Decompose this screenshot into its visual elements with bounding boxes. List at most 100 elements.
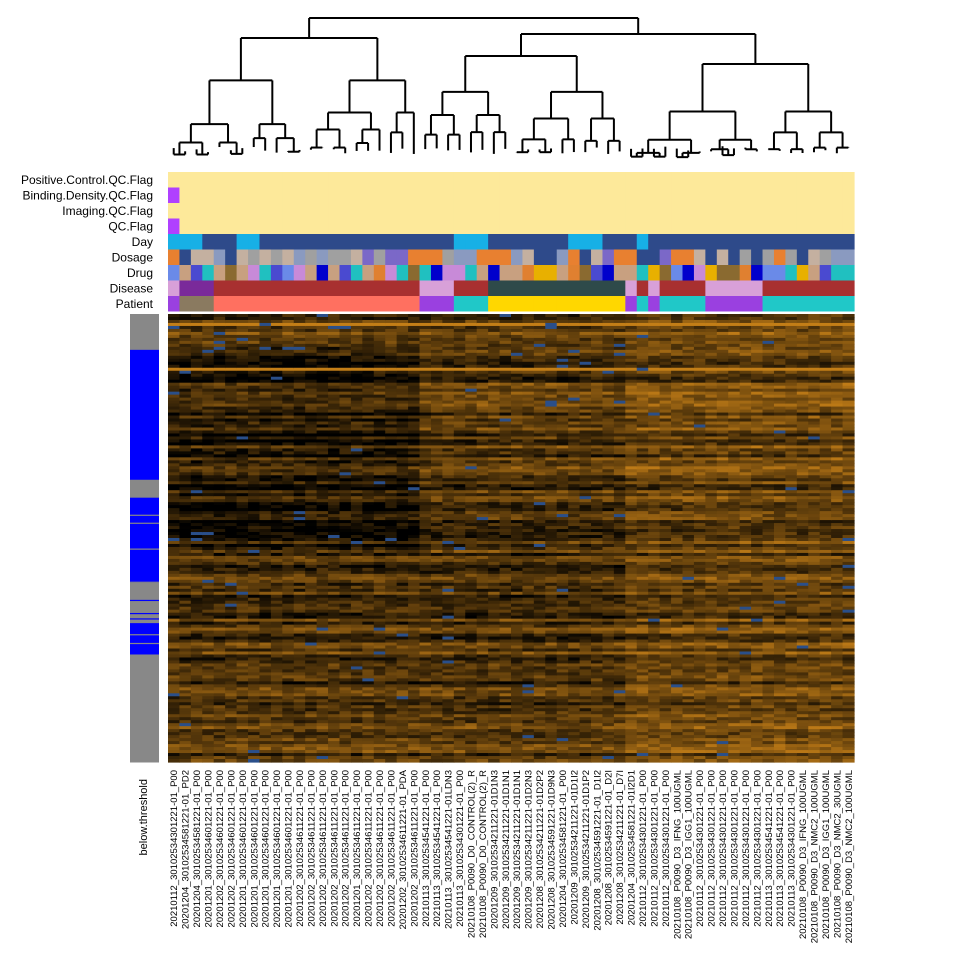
heatmap-cell (190, 747, 203, 751)
heatmap-cell (168, 651, 181, 656)
heatmap-cell (419, 328, 432, 333)
heatmap-cell (385, 400, 398, 405)
annotation-cell (762, 172, 775, 188)
heatmap-cell (213, 373, 226, 378)
heatmap-cell (408, 478, 421, 482)
heatmap-cell (385, 753, 398, 757)
annotation-cell (808, 172, 821, 188)
heatmap-cell (476, 546, 489, 551)
heatmap-cell (442, 684, 455, 688)
heatmap-cell (236, 558, 249, 563)
heatmap-cell (282, 529, 295, 533)
heatmap-cell (430, 603, 443, 608)
heatmap-cell (442, 543, 455, 548)
heatmap-cell (442, 403, 455, 408)
heatmap-cell (236, 382, 249, 387)
annotation-cell (282, 172, 295, 188)
heatmap-cell (373, 621, 386, 626)
heatmap-cell (168, 741, 181, 745)
heatmap-cell (385, 684, 398, 688)
heatmap-cell (373, 346, 386, 351)
heatmap-cell (339, 750, 352, 754)
heatmap-cell (236, 400, 249, 405)
heatmap-cell (453, 618, 466, 623)
heatmap-cell (373, 352, 386, 357)
heatmap-cell (213, 433, 226, 438)
heatmap-cell (328, 702, 341, 706)
annotation-cell (613, 280, 626, 296)
heatmap-cell (248, 526, 261, 530)
annotation-cell (350, 280, 363, 296)
heatmap-cell (270, 690, 283, 694)
heatmap-cell (202, 346, 215, 351)
heatmap-cell (350, 463, 363, 467)
heatmap-cell (476, 603, 489, 608)
heatmap-cell (408, 549, 421, 554)
heatmap-cell (168, 621, 181, 626)
annotation-cell (591, 249, 604, 265)
heatmap-cell (213, 600, 226, 605)
heatmap-cell (465, 421, 478, 426)
heatmap-cell (248, 481, 261, 485)
annotation-cell (282, 249, 295, 265)
heatmap-cell (248, 603, 261, 608)
heatmap-cell (190, 490, 203, 494)
heatmap-cell (236, 636, 249, 641)
annotation-cell (511, 172, 524, 188)
heatmap-cell (236, 319, 249, 324)
heatmap-cell (190, 403, 203, 408)
heatmap-cell (236, 738, 249, 742)
heatmap-cell (248, 376, 261, 381)
heatmap-cell (179, 388, 192, 393)
heatmap-cell (190, 382, 203, 387)
heatmap-cell (248, 499, 261, 503)
heatmap-cell (453, 699, 466, 703)
heatmap-cell (373, 759, 386, 763)
heatmap-cell (373, 663, 386, 668)
heatmap-cell (385, 630, 398, 635)
heatmap-cell (350, 558, 363, 563)
heatmap-cell (328, 451, 341, 455)
heatmap-cell (225, 481, 238, 485)
heatmap-cell (236, 466, 249, 470)
heatmap-cell (373, 648, 386, 653)
heatmap-cell (270, 606, 283, 611)
heatmap-cell (362, 523, 375, 527)
heatmap-cell (293, 639, 306, 644)
heatmap-cell (419, 436, 432, 441)
annotation-cell (773, 296, 786, 312)
heatmap-cell (259, 726, 272, 730)
heatmap-cell (236, 639, 249, 644)
heatmap-cell (362, 753, 375, 757)
heatmap-cell (293, 316, 306, 321)
annotation-cell (499, 172, 512, 188)
heatmap-cell (179, 576, 192, 581)
heatmap-cell (202, 385, 215, 390)
annotation-cell (248, 203, 261, 219)
heatmap-cell (430, 708, 443, 712)
heatmap-cell (465, 627, 478, 632)
heatmap-cell (385, 666, 398, 671)
heatmap-cell (213, 334, 226, 339)
heatmap-cell (316, 526, 329, 530)
heatmap-cell (465, 723, 478, 727)
heatmap-cell (442, 314, 455, 318)
heatmap-cell (385, 532, 398, 536)
heatmap-cell (282, 720, 295, 724)
heatmap-cell (225, 430, 238, 435)
annotation-cell (522, 265, 535, 281)
heatmap-cell (476, 520, 489, 524)
annotation-cell (373, 187, 386, 203)
annotation-cell (716, 218, 729, 234)
heatmap-cell (293, 681, 306, 685)
heatmap-cell (453, 714, 466, 718)
heatmap-cell (316, 579, 329, 584)
heatmap-cell (385, 609, 398, 614)
heatmap-cell (316, 499, 329, 503)
heatmap-cell (465, 349, 478, 354)
heatmap-cell (213, 355, 226, 360)
annotation-cell (716, 187, 729, 203)
heatmap-cell (385, 403, 398, 408)
heatmap-cell (179, 538, 192, 542)
heatmap-cell (190, 717, 203, 721)
